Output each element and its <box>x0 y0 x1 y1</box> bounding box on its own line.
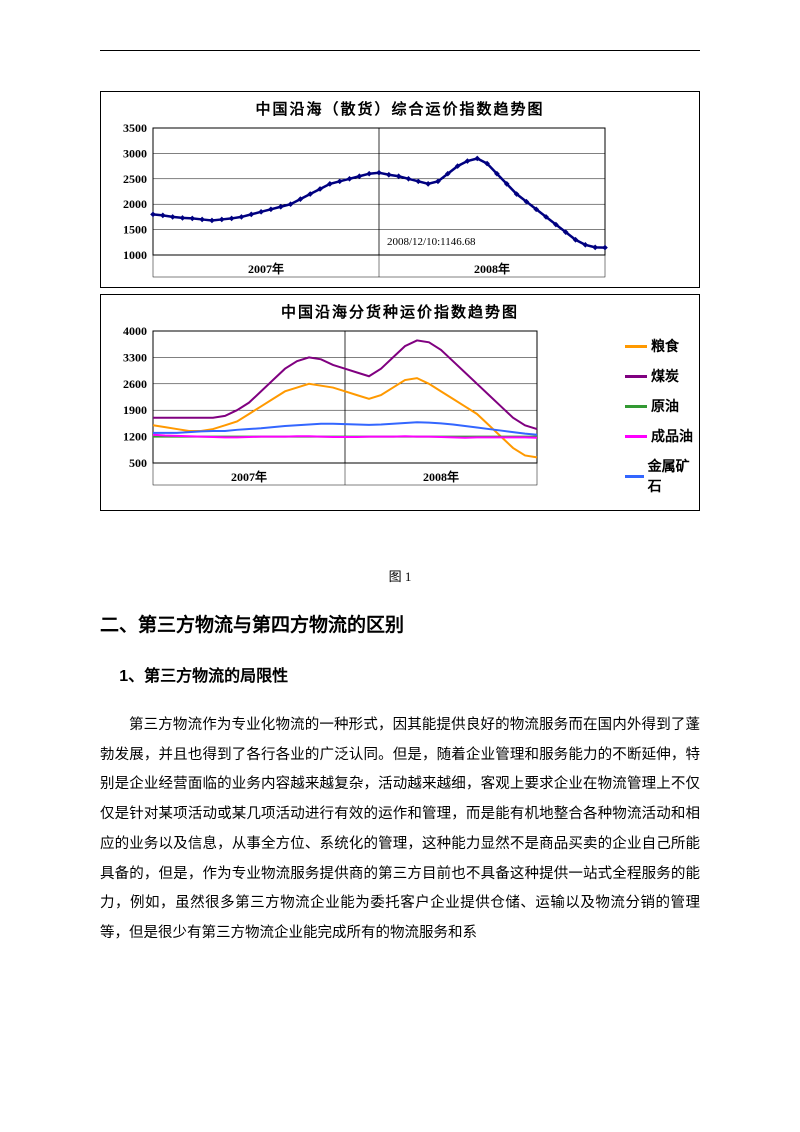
section-heading-3: 1、第三方物流的局限性 <box>100 662 700 686</box>
svg-text:1000: 1000 <box>123 248 147 262</box>
legend-swatch <box>625 475 644 478</box>
chart1-panel: 中国沿海（散货）综合运价指数趋势图 1000 1500 2000 2500 3000 35… <box>100 91 700 288</box>
svg-text:500: 500 <box>129 456 147 470</box>
svg-text:1200: 1200 <box>123 430 147 444</box>
chart2-area: 500 1200 1900 2600 3300 4000 2007年 2008年 <box>105 326 625 506</box>
svg-text:2008/12/10:1146.68: 2008/12/10:1146.68 <box>387 236 476 248</box>
legend-label: 原油 <box>651 396 679 416</box>
legend-label: 金属矿石 <box>648 456 695 496</box>
legend-item: 金属矿石 <box>625 456 695 496</box>
svg-text:2008年: 2008年 <box>423 469 459 484</box>
chart2-panel: 中国沿海分货种运价指数趋势图 500 1200 1900 2600 3300 4000 20… <box>100 294 700 511</box>
legend-item: 煤炭 <box>625 366 695 386</box>
svg-text:2008年: 2008年 <box>474 261 510 276</box>
svg-text:2000: 2000 <box>123 197 147 211</box>
svg-text:2007年: 2007年 <box>231 469 267 484</box>
legend-item: 粮食 <box>625 336 695 356</box>
legend-item: 原油 <box>625 396 695 416</box>
chart2-legend: 粮食煤炭原油成品油金属矿石 <box>625 326 695 506</box>
svg-text:4000: 4000 <box>123 326 147 338</box>
chart1-title: 中国沿海（散货）综合运价指数趋势图 <box>105 98 695 119</box>
top-rule <box>100 50 700 51</box>
legend-label: 成品油 <box>651 426 693 446</box>
chart2-svg: 500 1200 1900 2600 3300 4000 2007年 2008年 <box>105 326 545 491</box>
legend-swatch <box>625 375 647 378</box>
legend-swatch <box>625 405 647 408</box>
chart1-svg: 1000 1500 2000 2500 3000 3500 2008/12/10:1146.… <box>105 123 615 283</box>
svg-text:3300: 3300 <box>123 350 147 364</box>
svg-text:2500: 2500 <box>123 172 147 186</box>
chart2-title: 中国沿海分货种运价指数趋势图 <box>105 301 695 322</box>
legend-swatch <box>625 435 647 438</box>
svg-text:3500: 3500 <box>123 123 147 135</box>
svg-text:2007年: 2007年 <box>248 261 284 276</box>
legend-label: 粮食 <box>651 336 679 356</box>
chart1-area: 1000 1500 2000 2500 3000 3500 2008/12/10:1146.… <box>105 123 695 283</box>
svg-text:2600: 2600 <box>123 377 147 391</box>
figure-caption: 图 1 <box>100 566 700 585</box>
svg-text:3000: 3000 <box>123 146 147 160</box>
body-paragraph: 第三方物流作为专业化物流的一种形式，因其能提供良好的物流服务而在国内外得到了蓬勃… <box>100 711 700 949</box>
legend-item: 成品油 <box>625 426 695 446</box>
svg-text:1900: 1900 <box>123 403 147 417</box>
section-heading-2: 二、第三方物流与第四方物流的区别 <box>100 610 700 637</box>
legend-swatch <box>625 345 647 348</box>
svg-text:1500: 1500 <box>123 223 147 237</box>
legend-label: 煤炭 <box>651 366 679 386</box>
